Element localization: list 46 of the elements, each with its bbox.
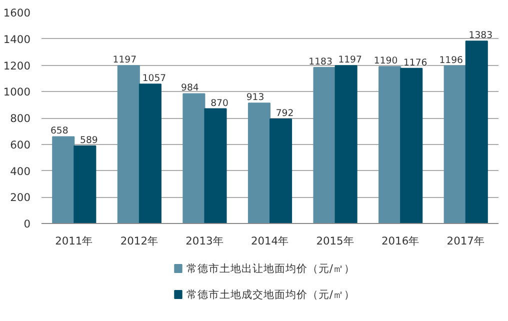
data-label: 792 <box>276 108 294 120</box>
bar <box>74 145 96 224</box>
x-tick-label: 2017年 <box>446 234 485 248</box>
data-label: 1183 <box>308 56 332 68</box>
bar <box>52 136 75 224</box>
bar <box>248 102 270 224</box>
y-tick-label: 800 <box>10 112 31 125</box>
y-tick-label: 1400 <box>3 32 31 46</box>
y-tick-label: 600 <box>10 138 31 152</box>
data-label: 1196 <box>439 54 464 66</box>
data-label: 1197 <box>112 54 137 66</box>
x-tick-label: 2013年 <box>186 234 224 248</box>
bar <box>444 65 466 224</box>
x-tick-label: 2016年 <box>382 234 420 248</box>
data-label: 1176 <box>403 57 428 68</box>
data-label: 1190 <box>374 56 398 67</box>
bar <box>400 68 423 224</box>
bar <box>313 66 336 224</box>
x-tick-label: 2011年 <box>55 234 94 248</box>
data-label: 589 <box>80 134 98 146</box>
data-label: 658 <box>50 126 68 137</box>
y-tick-label: 200 <box>10 191 31 204</box>
data-label: 1057 <box>142 73 166 84</box>
y-tick-label: 400 <box>10 164 31 178</box>
bar <box>270 118 292 224</box>
data-label: 1197 <box>338 54 362 66</box>
y-tick-label: 1000 <box>3 86 31 99</box>
x-tick-label: 2012年 <box>120 234 158 248</box>
x-tick-label: 2015年 <box>316 234 354 248</box>
bar <box>138 84 162 224</box>
bar <box>334 65 358 224</box>
data-label: 984 <box>181 82 199 94</box>
y-tick-label: 1200 <box>3 59 31 72</box>
x-tick-label: 2014年 <box>250 234 290 248</box>
y-tick-label: 1600 <box>3 6 31 20</box>
bar <box>117 65 140 224</box>
bar <box>378 66 402 224</box>
legend-label: 常德市土地出让地面均价（元/㎡） <box>186 262 355 275</box>
legend-label: 常德市土地成交地面均价（元/㎡） <box>186 288 355 301</box>
bar <box>182 93 206 224</box>
data-label: 913 <box>246 92 264 104</box>
y-tick-label: 0 <box>24 218 31 230</box>
data-label: 870 <box>210 98 228 109</box>
data-label: 1383 <box>468 30 493 42</box>
bar <box>204 108 227 224</box>
bar <box>465 40 488 224</box>
